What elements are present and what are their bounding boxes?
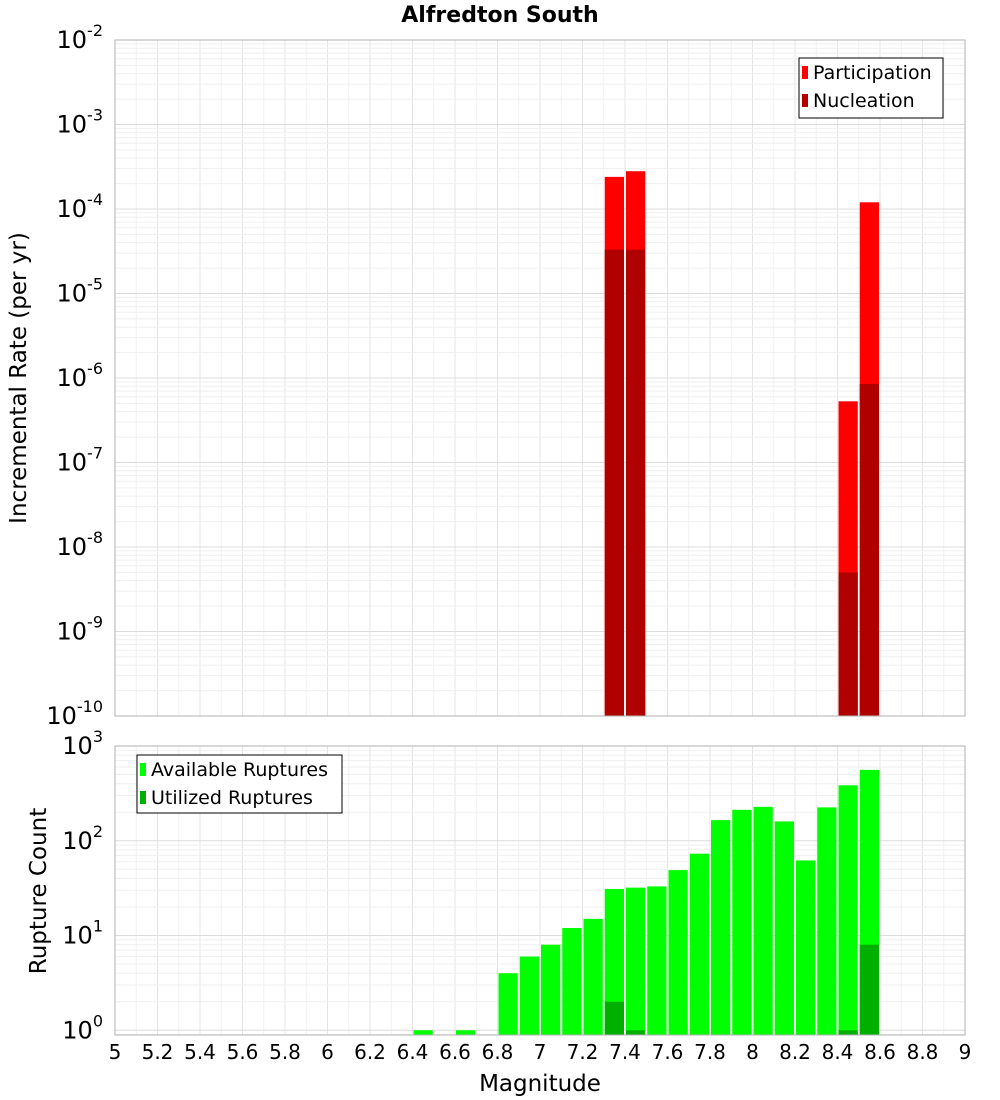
x-tick-label: 5.6 [227, 1040, 259, 1064]
bottom-bar-available-ruptures [647, 886, 667, 1035]
x-tick-label: 5 [109, 1040, 122, 1064]
legend-label-participation: Participation [813, 62, 932, 84]
x-tick-label: 7.8 [694, 1040, 726, 1064]
bottom-bar-available-ruptures [838, 785, 858, 1035]
x-tick-labels: 5 5.2 5.4 5.6 5.8 6 6.2 6.4 6.6 6.8 7 7.2 7.4 7.6 7.8 8… [109, 1040, 972, 1064]
bottom-bar-available-ruptures [519, 956, 539, 1035]
x-tick-label: 5.8 [269, 1040, 301, 1064]
bottom-y-axis-title: Rupture Count [26, 808, 52, 974]
top-bar-nucleation [838, 572, 858, 716]
x-tick-label: 6.2 [354, 1040, 386, 1064]
x-axis-title: Magnitude [479, 1071, 601, 1097]
bottom-bar-available-ruptures [817, 807, 837, 1035]
top-gridlines [114, 40, 966, 717]
bottom-bar-available-ruptures [626, 887, 646, 1035]
bottom-bar-available-ruptures [604, 888, 624, 1035]
bottom-bar-available-ruptures [456, 1030, 476, 1035]
y-tick-label: 10-7 [57, 444, 104, 477]
y-tick-label: 10-8 [57, 528, 104, 561]
x-tick-label: 6.4 [397, 1040, 429, 1064]
chart-title: Alfredton South [401, 3, 598, 28]
bottom-bar-available-ruptures [753, 806, 773, 1035]
y-tick-label: 101 [62, 917, 103, 950]
top-bar-nucleation [859, 383, 879, 716]
y-tick-label: 100 [62, 1011, 103, 1044]
bottom-bar-available-ruptures [541, 944, 561, 1035]
x-tick-label: 8.4 [822, 1040, 854, 1064]
y-tick-label: 10-6 [57, 359, 104, 392]
x-tick-label: 6.6 [439, 1040, 471, 1064]
x-tick-label: 7.6 [652, 1040, 684, 1064]
y-tick-label: 103 [62, 727, 103, 760]
y-tick-label: 10-3 [57, 106, 104, 139]
bottom-bar-utilized-ruptures [626, 1030, 646, 1035]
bottom-bar-available-ruptures [774, 821, 794, 1035]
y-tick-label: 10-9 [57, 613, 104, 646]
y-tick-label: 10-2 [57, 21, 104, 54]
x-tick-label: 7.2 [567, 1040, 599, 1064]
bottom-bar-utilized-ruptures [838, 1030, 858, 1035]
bottom-plot-frame [114, 745, 966, 1036]
x-tick-label: 6 [321, 1040, 334, 1064]
legend-swatch-participation [802, 66, 808, 79]
x-tick-label: 8.2 [779, 1040, 811, 1064]
bottom-legend-box [136, 754, 343, 814]
bottom-bar-available-ruptures [562, 928, 582, 1035]
top-y-tick-labels: 10-10 10-9 10-8 10-7 10-6 10-5 10-4 10-3 10-2 [46, 21, 103, 730]
bottom-bar-available-ruptures [689, 853, 709, 1035]
y-tick-label: 10-4 [57, 190, 104, 223]
bottom-bar-utilized-ruptures [859, 944, 879, 1035]
bottom-bar-available-ruptures [498, 973, 518, 1035]
legend-label-available: Available Ruptures [151, 759, 328, 781]
x-tick-label: 8.8 [907, 1040, 939, 1064]
bottom-bar-available-ruptures [732, 809, 752, 1035]
top-panel: 10-10 10-9 10-8 10-7 10-6 10-5 10-4 10-3 10-2 In… [6, 21, 966, 730]
bottom-bar-available-ruptures [711, 820, 731, 1035]
x-tick-label: 8 [746, 1040, 759, 1064]
x-tick-label: 8.6 [864, 1040, 896, 1064]
y-tick-label: 10-5 [57, 275, 104, 308]
bottom-y-tick-labels: 100 101 102 103 [62, 727, 103, 1044]
top-y-axis-title: Incremental Rate (per yr) [6, 232, 32, 524]
top-bar-nucleation [604, 249, 624, 716]
top-plot-frame [114, 39, 966, 717]
x-tick-label: 9 [959, 1040, 972, 1064]
top-legend: Participation Nucleation [798, 57, 944, 119]
bottom-bar-available-ruptures [796, 860, 816, 1035]
top-bars [604, 171, 879, 717]
y-tick-label: 102 [62, 822, 103, 855]
top-bar-nucleation [626, 249, 646, 716]
y-tick-label: 10-10 [46, 697, 103, 730]
x-tick-label: 7.4 [609, 1040, 641, 1064]
x-tick-label: 5.4 [184, 1040, 216, 1064]
bottom-bars [413, 769, 879, 1035]
x-tick-label: 6.8 [482, 1040, 514, 1064]
legend-swatch-available [140, 763, 146, 776]
bottom-panel: 100 101 102 103 Rupture Count Available Rup… [26, 727, 971, 1097]
bottom-bar-utilized-ruptures [604, 1001, 624, 1035]
x-tick-label: 7 [534, 1040, 547, 1064]
bottom-legend: Available Ruptures Utilized Ruptures [136, 754, 343, 814]
bottom-bar-available-ruptures [583, 918, 603, 1035]
legend-swatch-nucleation [802, 94, 808, 107]
legend-label-nucleation: Nucleation [813, 90, 915, 112]
bottom-bar-available-ruptures [668, 870, 688, 1035]
top-legend-box [798, 57, 944, 119]
legend-swatch-utilized [140, 791, 146, 804]
x-tick-label: 5.2 [142, 1040, 174, 1064]
legend-label-utilized: Utilized Ruptures [151, 787, 313, 809]
bottom-bar-available-ruptures [413, 1030, 433, 1035]
